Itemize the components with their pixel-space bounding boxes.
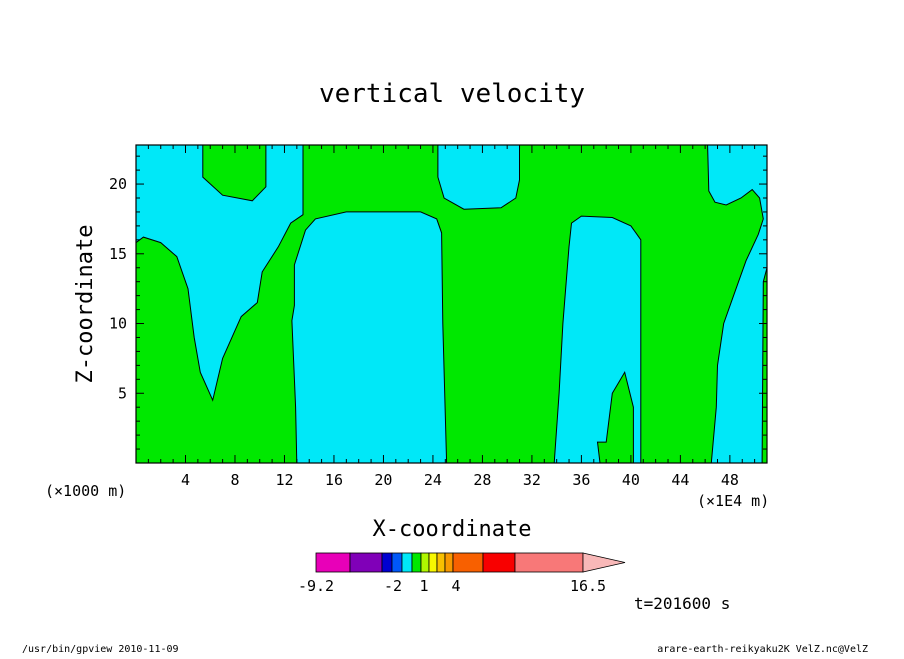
colorbar-segment [444, 552, 454, 573]
x-tick-label: 12 [275, 471, 293, 489]
footer-left: /usr/bin/gpview 2010-11-09 [22, 644, 179, 654]
x-tick-label: 40 [622, 471, 640, 489]
colorbar-segment [381, 552, 393, 573]
colorbar-segment [349, 552, 383, 573]
negative-region-4 [553, 215, 642, 463]
x-unit-left: (×1000 m) [45, 482, 126, 500]
colorbar-segment [428, 552, 438, 573]
colorbar-label: -2 [384, 577, 402, 595]
y-tick-label: 20 [109, 175, 127, 193]
x-tick-label: 20 [374, 471, 392, 489]
y-axis: 5 10 15 20 [109, 155, 767, 450]
colorbar-labels: -9.2 -2 1 4 16.5 [298, 577, 606, 595]
plot-area [135, 144, 768, 464]
colorbar-label: 4 [451, 577, 460, 595]
negative-region-1 [136, 145, 304, 402]
x-tick-label: 16 [325, 471, 343, 489]
chart-title: vertical velocity [319, 79, 585, 109]
x-tick-label: 28 [473, 471, 491, 489]
x-tick-label: 32 [523, 471, 541, 489]
x-tick-label: 44 [671, 471, 689, 489]
colorbar-label: -9.2 [298, 577, 334, 595]
x-axis: 4 8 12 16 20 24 28 32 36 40 44 48 [147, 145, 756, 489]
y-tick-label: 10 [109, 315, 127, 333]
y-tick-label: 15 [109, 245, 127, 263]
x-axis-label: X-coordinate [373, 517, 532, 542]
colorbar-segment [391, 552, 403, 573]
colorbar-segment [315, 552, 351, 573]
colorbar-label: 1 [419, 577, 428, 595]
colorbar-segment [420, 552, 430, 573]
y-axis-label: Z-coordinate [73, 225, 98, 384]
colorbar-segment [514, 552, 584, 573]
y-tick-label: 5 [118, 384, 127, 402]
colorbar-label: 16.5 [570, 577, 606, 595]
x-unit-right: (×1E4 m) [697, 492, 769, 510]
colorbar-segment [436, 552, 446, 573]
footer-right: arare-earth-reikyaku2K_VelZ.nc@VelZ [657, 644, 868, 654]
colorbar-segment [401, 552, 413, 573]
colorbar-segment [411, 552, 422, 573]
colorbar [315, 552, 626, 573]
x-tick-label: 24 [424, 471, 442, 489]
colorbar-segment [452, 552, 484, 573]
contour-regions [136, 145, 767, 463]
x-tick-label: 48 [721, 471, 739, 489]
negative-region-3 [437, 145, 520, 210]
x-tick-label: 36 [572, 471, 590, 489]
time-label: t=201600 s [634, 594, 730, 613]
plot-frame [135, 144, 768, 464]
negative-region-5 [707, 145, 767, 463]
x-tick-label: 4 [181, 471, 190, 489]
colorbar-segment [482, 552, 516, 573]
colorbar-arrow [582, 552, 626, 573]
negative-region-2 [291, 211, 448, 463]
x-tick-label: 8 [230, 471, 239, 489]
